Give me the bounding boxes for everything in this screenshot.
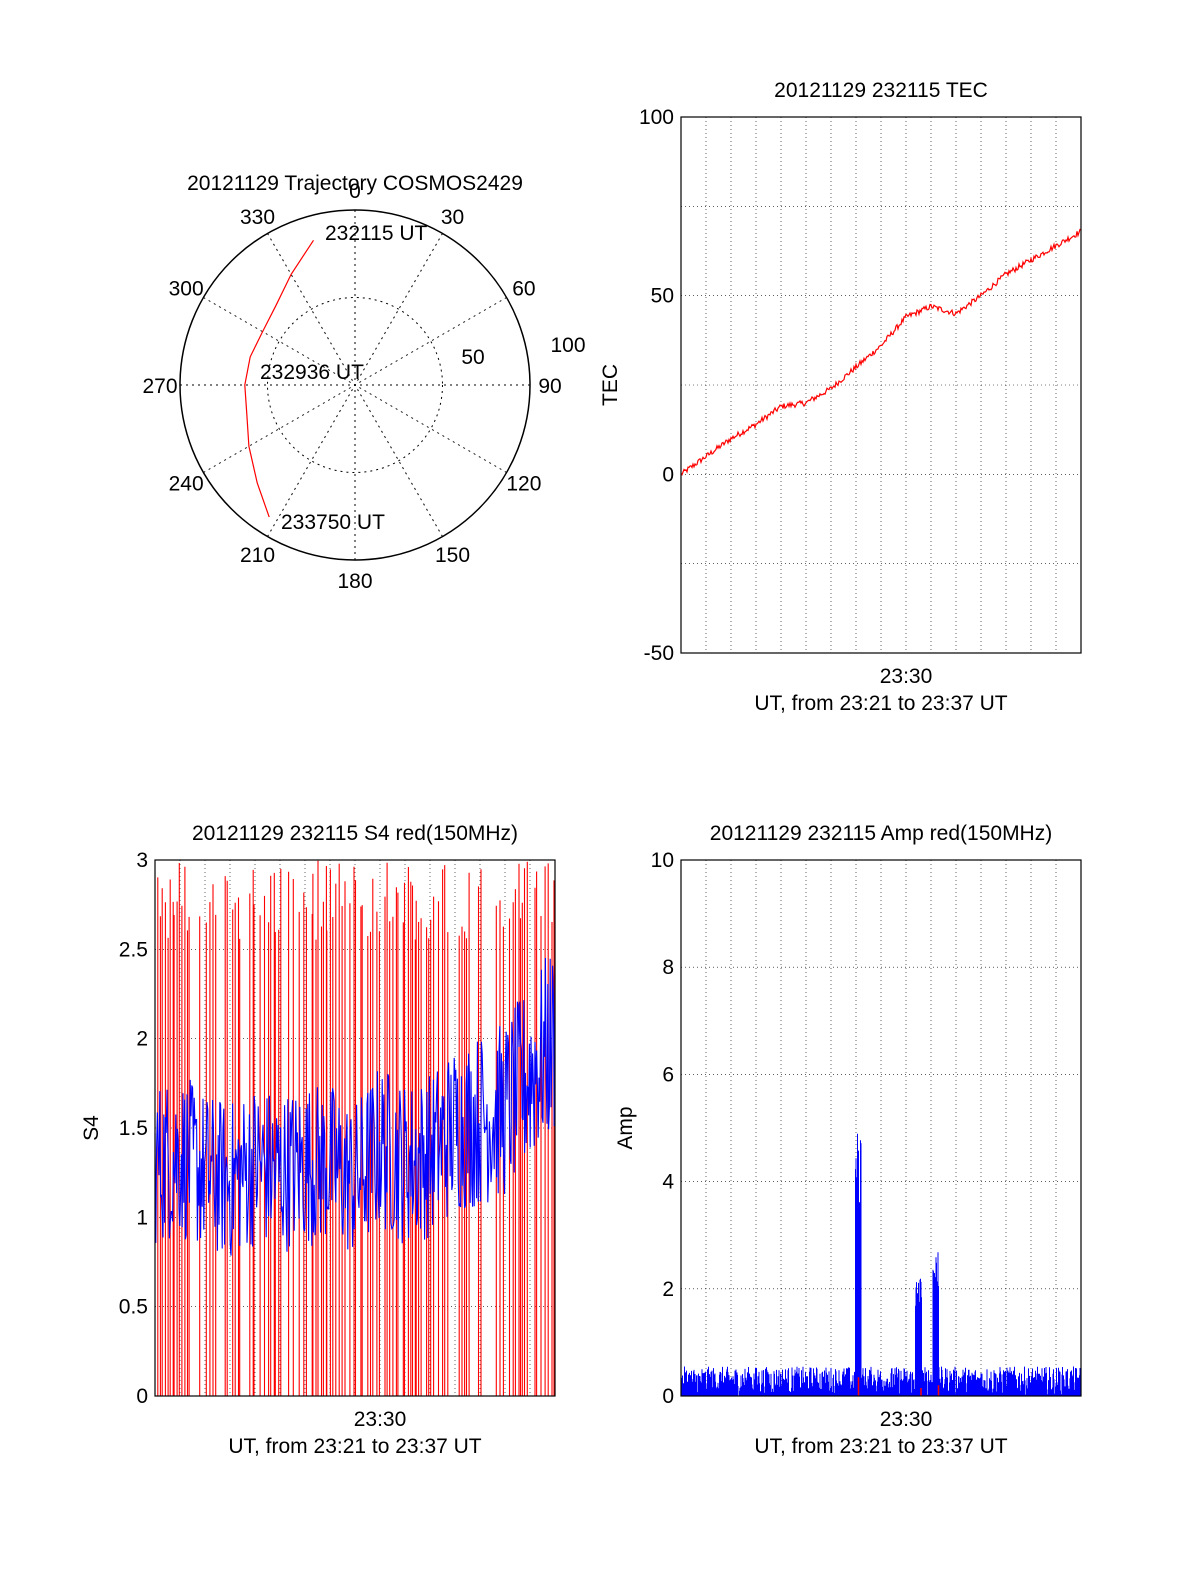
y-tick-label: 100 — [639, 106, 674, 129]
y-tick-label: 2 — [136, 1028, 148, 1051]
trajectory-end-label: 233750 UT — [281, 511, 385, 534]
azimuth-label: 0 — [349, 180, 361, 203]
y-tick-label: 10 — [651, 849, 674, 872]
amp-panel: 20121129 232115 Amp red(150MHz) 1086420 … — [614, 822, 1082, 1458]
amp-red-series — [857, 1377, 940, 1396]
s4-plot-frame — [154, 859, 556, 1397]
trajectory-mid-label: 232936 UT — [260, 361, 364, 384]
amp-ylabel: Amp — [614, 1106, 637, 1149]
y-tick-label: 0 — [662, 1385, 674, 1408]
radial-label-50: 50 — [461, 346, 484, 369]
azimuth-label: 150 — [435, 544, 470, 567]
azimuth-label: 330 — [240, 206, 275, 229]
tec-title: 20121129 232115 TEC — [774, 79, 988, 102]
tec-xtick-label: 23:30 — [880, 665, 933, 688]
s4-y-tick-labels: 3 2.5 2 1.5 1 0.5 0 — [119, 849, 148, 1408]
y-tick-label: 0 — [662, 463, 674, 486]
azimuth-label: 60 — [512, 278, 535, 301]
s4-title: 20121129 232115 S4 red(150MHz) — [192, 822, 518, 845]
polar-azimuth-labels: 0 30 60 90 120 150 180 210 240 270 300 330 — [142, 180, 561, 593]
y-tick-label: 6 — [662, 1063, 674, 1086]
y-tick-label: 0 — [136, 1385, 148, 1408]
s4-ylabel: S4 — [80, 1115, 103, 1141]
trajectory-panel: 20121129 Trajectory COSMOS2429 0 30 60 90 12… — [142, 172, 585, 593]
y-tick-label: 2 — [662, 1278, 674, 1301]
y-tick-label: 1.5 — [119, 1117, 148, 1140]
tec-y-tick-labels: 100 50 0 -50 — [639, 106, 674, 665]
tec-grid — [681, 117, 1081, 653]
y-tick-label: 3 — [136, 849, 148, 872]
s4-xtick-label: 23:30 — [354, 1408, 407, 1431]
azimuth-label: 90 — [538, 375, 561, 398]
y-tick-label: 1 — [136, 1206, 148, 1229]
s4-xlabel: UT, from 23:21 to 23:37 UT — [228, 1435, 481, 1458]
tec-plot-frame — [680, 116, 1082, 654]
y-tick-label: 2.5 — [119, 938, 148, 961]
amp-plot-frame — [680, 859, 1082, 1397]
radial-label-100: 100 — [550, 334, 585, 357]
trajectory-track — [244, 239, 315, 518]
azimuth-label: 120 — [506, 473, 541, 496]
amp-y-tick-labels: 10 8 6 4 2 0 — [651, 849, 675, 1408]
s4-blue-series — [154, 957, 556, 1256]
amp-xtick-label: 23:30 — [880, 1408, 933, 1431]
y-tick-label: 50 — [651, 285, 674, 308]
azimuth-label: 180 — [337, 570, 372, 593]
polar-ring — [267, 297, 443, 473]
s4-panel: 20121129 232115 S4 red(150MHz) 3 2.5 2 1.5 1… — [80, 822, 556, 1458]
y-tick-label: -50 — [644, 642, 674, 665]
tec-xlabel: UT, from 23:21 to 23:37 UT — [754, 692, 1007, 715]
trajectory-title: 20121129 Trajectory COSMOS2429 — [187, 172, 523, 195]
polar-grid — [180, 210, 530, 560]
tec-series-line — [680, 228, 1082, 476]
azimuth-label: 270 — [142, 375, 177, 398]
tec-ylabel: TEC — [599, 364, 622, 406]
polar-spoke — [267, 233, 443, 537]
trajectory-start-label: 232115 UT — [325, 222, 428, 245]
azimuth-label: 240 — [169, 473, 204, 496]
amp-xlabel: UT, from 23:21 to 23:37 UT — [754, 1435, 1007, 1458]
azimuth-label: 300 — [169, 278, 204, 301]
polar-outer-circle — [179, 209, 531, 561]
amp-grid — [681, 860, 1081, 1396]
y-tick-label: 8 — [662, 956, 674, 979]
y-tick-label: 4 — [662, 1171, 674, 1194]
y-tick-label: 0.5 — [119, 1296, 148, 1319]
azimuth-label: 210 — [240, 544, 275, 567]
amp-title: 20121129 232115 Amp red(150MHz) — [710, 822, 1052, 845]
azimuth-label: 30 — [441, 206, 464, 229]
